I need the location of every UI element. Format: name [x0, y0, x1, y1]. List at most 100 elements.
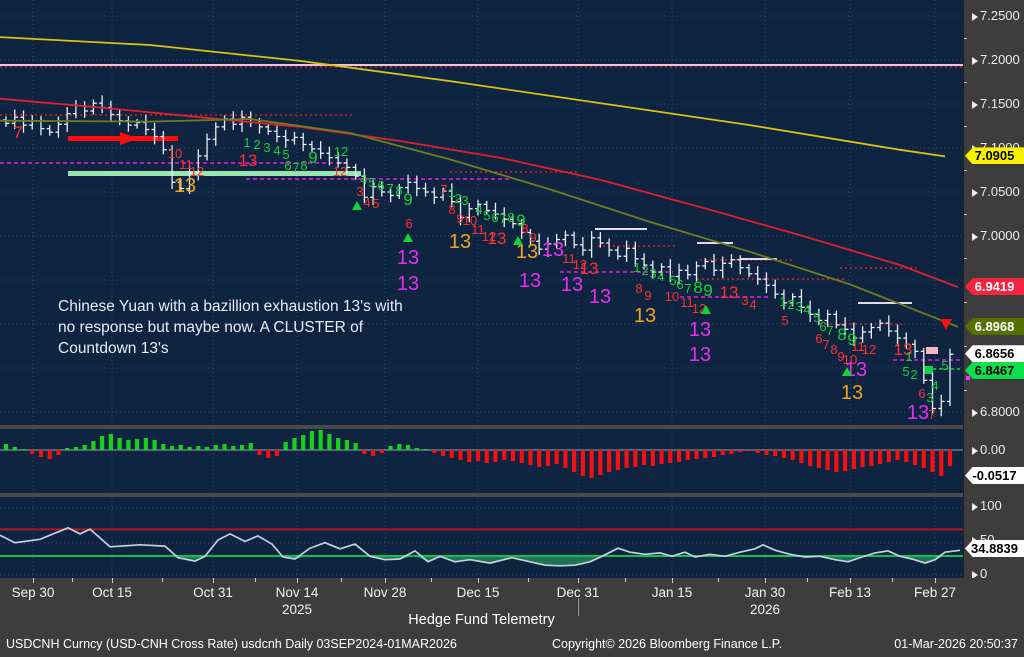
histogram-bar — [213, 445, 218, 450]
minor-tick — [964, 258, 967, 259]
histogram-bar — [257, 450, 262, 455]
td-count-4: 4 — [273, 143, 280, 158]
td-count-13: 13 — [239, 151, 258, 170]
x-axis-tick — [297, 578, 298, 583]
histogram-bar — [405, 445, 411, 450]
rsi-line — [0, 526, 961, 567]
histogram-bar — [860, 450, 865, 467]
td-count-12: 12 — [573, 257, 587, 272]
td-count-9: 9 — [403, 190, 412, 209]
td-count-13: 13 — [720, 283, 739, 302]
td-count-4: 4 — [360, 172, 367, 187]
histogram-bar — [458, 450, 463, 460]
x-axis-year-2025: 2025 — [281, 602, 313, 617]
td-count-5: 5 — [282, 147, 289, 162]
histogram-bar — [799, 450, 804, 463]
x-axis-label-Dec-31: Dec 31 — [556, 585, 600, 600]
td-count-2: 2 — [641, 263, 648, 278]
td-count-7: 7 — [822, 337, 829, 352]
histogram-bar — [834, 450, 839, 472]
histogram-bar — [65, 448, 70, 450]
histogram-bar — [47, 450, 52, 459]
td-count-3: 3 — [741, 293, 748, 308]
td-count-9: 9 — [308, 148, 317, 167]
price-axis-label: 7.2500 — [972, 9, 1020, 22]
histogram-bar — [117, 438, 122, 450]
x-axis-label-Nov-14: Nov 14 — [275, 585, 319, 600]
x-axis-tick — [385, 578, 386, 583]
histogram-bar — [580, 450, 585, 476]
histogram-bar — [668, 450, 673, 463]
histogram-bar — [484, 450, 489, 463]
x-axis-year-2026: 2026 — [749, 602, 781, 617]
histogram-bar — [694, 450, 699, 459]
td-count-10: 10 — [463, 213, 477, 228]
x-axis-tick — [935, 578, 936, 583]
td-count-13: 13 — [449, 231, 471, 253]
histogram-bar — [440, 450, 446, 456]
td-count-5: 5 — [941, 358, 948, 373]
x-axis-tick — [112, 578, 113, 583]
x-axis-area[interactable]: Hedge Fund Telemetry Sep 30 Oct 15 Oct 31 N… — [0, 578, 1024, 632]
ma-yellow — [0, 36, 946, 158]
minor-tick — [964, 170, 967, 171]
td-count-8: 8 — [300, 158, 307, 173]
histogram-bar — [790, 450, 795, 460]
td-count-11: 11 — [562, 251, 576, 266]
td-count-9: 9 — [516, 211, 525, 230]
footer-copyright: Copyright© 2026 Bloomberg Finance L.P. — [552, 637, 782, 651]
histogram-bar — [283, 442, 288, 450]
footer-timestamp: 01-Mar-2026 20:50:37 — [894, 637, 1018, 651]
x-axis-minor-tick — [431, 578, 432, 582]
footer-bar: USDCNH Curncy (USD-CNH Cross Rate) usdcn… — [0, 632, 1024, 657]
td-count-13: 13 — [397, 247, 419, 269]
histogram-bar — [895, 450, 900, 460]
histogram-bar — [100, 436, 105, 450]
td-count-11: 11 — [471, 222, 485, 237]
histogram-bar — [231, 446, 236, 450]
histogram-bar — [659, 450, 664, 464]
x-axis-label-Feb-13: Feb 13 — [828, 585, 872, 600]
histogram-bar — [239, 445, 245, 450]
price-axis-label: 7.0500 — [972, 185, 1020, 198]
td-count-3: 3 — [461, 193, 468, 208]
minor-tick — [964, 346, 967, 347]
td-count-6: 6 — [377, 178, 384, 193]
x-axis-label-Feb-27: Feb 27 — [913, 585, 957, 600]
x-axis-label-Oct-31: Oct 31 — [193, 585, 233, 600]
histogram-bar — [947, 450, 953, 467]
td-count-13: 13 — [561, 274, 583, 296]
price-axis-gutter[interactable]: 7.25007.20007.15007.10007.05007.00006.80… — [963, 0, 1024, 580]
histogram-bar — [449, 450, 454, 458]
magenta-marker-dot — [966, 376, 970, 380]
price-badge-6.8467: 6.8467 — [965, 361, 1024, 379]
ma-olive — [0, 118, 959, 328]
note-line-2: no response but maybe now. A CLUSTER of — [58, 319, 364, 336]
td-count-8: 8 — [507, 210, 514, 225]
histogram-bar — [38, 450, 44, 457]
histogram-bar — [764, 450, 769, 455]
td-count-12: 12 — [334, 144, 348, 159]
td-count-13: 13 — [519, 270, 541, 292]
td-count-5: 5 — [368, 175, 375, 190]
td-count-1: 1 — [779, 294, 786, 309]
price-axis-label: 7.1500 — [972, 97, 1020, 110]
td-count-6: 6 — [676, 277, 683, 292]
td-count-11: 11 — [851, 339, 865, 354]
td-count-13: 13 — [488, 229, 507, 248]
histogram-bar — [528, 450, 533, 465]
histogram-bar — [816, 450, 821, 468]
histogram-bar — [126, 440, 131, 450]
td-count-2: 2 — [454, 191, 461, 206]
td-count-13: 13 — [580, 259, 599, 278]
td-count-11: 11 — [179, 157, 193, 172]
marker-box — [924, 366, 933, 374]
histogram-bar — [161, 444, 166, 450]
histogram-bar — [502, 450, 507, 460]
up-arrow-marker — [513, 236, 523, 245]
note-line-3: Countdown 13's — [58, 340, 169, 357]
td-count-13: 13 — [516, 241, 538, 263]
td-count-8: 8 — [830, 342, 837, 357]
price-panel-bg — [0, 0, 963, 425]
